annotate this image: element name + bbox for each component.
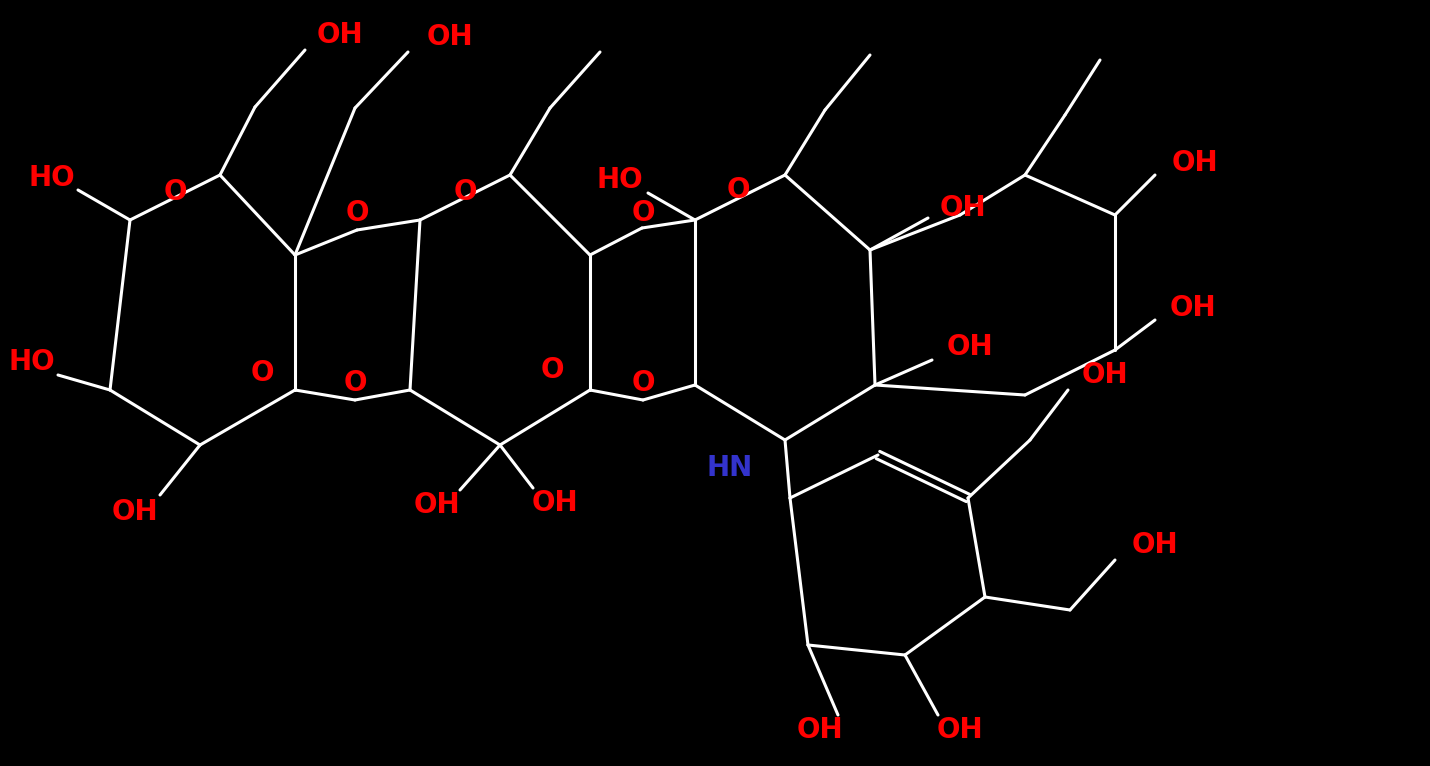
Text: HO: HO xyxy=(9,348,56,376)
Text: O: O xyxy=(343,369,366,397)
Text: O: O xyxy=(250,359,273,387)
Text: O: O xyxy=(163,178,187,206)
Text: OH: OH xyxy=(947,333,994,361)
Text: OH: OH xyxy=(426,23,473,51)
Text: OH: OH xyxy=(532,489,578,517)
Text: OH: OH xyxy=(413,491,460,519)
Text: OH: OH xyxy=(316,21,363,49)
Text: OH: OH xyxy=(1171,149,1218,177)
Text: O: O xyxy=(541,356,563,384)
Text: O: O xyxy=(631,369,655,397)
Text: O: O xyxy=(345,199,369,227)
Text: OH: OH xyxy=(112,498,159,526)
Text: OH: OH xyxy=(1131,531,1178,559)
Text: HO: HO xyxy=(29,164,76,192)
Text: OH: OH xyxy=(1170,294,1217,322)
Text: O: O xyxy=(631,199,655,227)
Text: HO: HO xyxy=(596,166,644,194)
Text: HN: HN xyxy=(706,454,754,482)
Text: OH: OH xyxy=(1081,361,1128,389)
Text: OH: OH xyxy=(937,716,984,744)
Text: O: O xyxy=(726,176,749,204)
Text: OH: OH xyxy=(797,716,844,744)
Text: O: O xyxy=(453,178,476,206)
Text: OH: OH xyxy=(940,194,987,222)
